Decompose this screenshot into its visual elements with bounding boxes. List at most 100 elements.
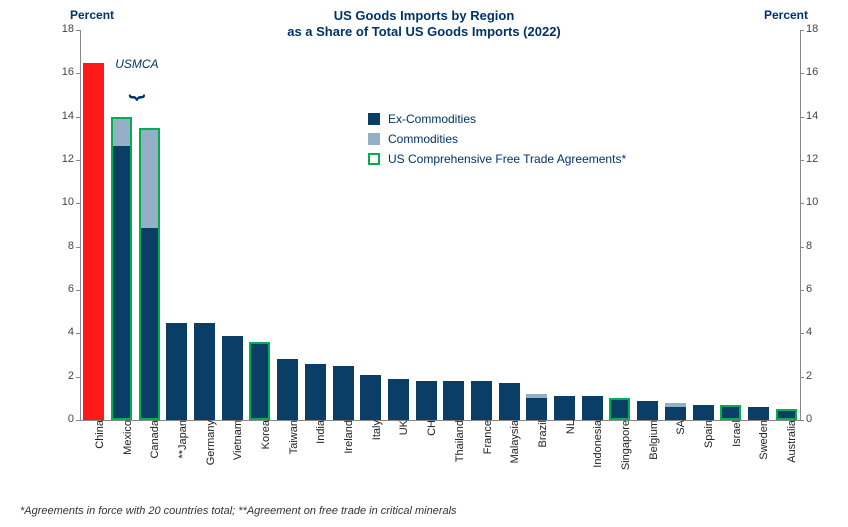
bar: [305, 364, 326, 420]
y-tick-right: 18: [806, 23, 830, 35]
x-category-label: Taiwan: [282, 420, 300, 454]
y-tick-left: 12: [50, 153, 74, 165]
bar-slot: Sweden: [745, 30, 773, 420]
bar-slot: Israel: [717, 30, 745, 420]
y-tick-left: 2: [50, 370, 74, 382]
y-tick-right: 2: [806, 370, 830, 382]
bar: [443, 381, 464, 420]
bar: [665, 403, 686, 420]
x-category-label: Brazil: [531, 420, 549, 448]
x-category-label: Sweden: [752, 420, 770, 460]
y-tick-right: 14: [806, 110, 830, 122]
chart-title-line1: US Goods Imports by Region: [334, 8, 515, 23]
legend-item: US Comprehensive Free Trade Agreements*: [368, 152, 626, 166]
bar-slot: Indonesia: [578, 30, 606, 420]
bar-segment-ex-commodities: [277, 359, 298, 420]
bar-slot: **Japan: [163, 30, 191, 420]
y-tick-left: 4: [50, 326, 74, 338]
y-tick-right: 10: [806, 196, 830, 208]
bar-segment-ex-commodities: [611, 400, 628, 418]
bar-slot: SA: [662, 30, 690, 420]
legend-swatch: [368, 113, 380, 125]
bar-slot: Brazil: [523, 30, 551, 420]
bar-slot: France: [468, 30, 496, 420]
bar-slot: India: [302, 30, 330, 420]
y-tick-right: 6: [806, 283, 830, 295]
bar-segment-ex-commodities: [113, 146, 130, 418]
x-category-label: Israel: [725, 420, 743, 447]
x-category-label: Mexico: [116, 420, 134, 455]
bar-slot: NL: [551, 30, 579, 420]
bar: [249, 342, 270, 420]
bar-slot: Australia: [772, 30, 800, 420]
bar-segment-commodities: [113, 119, 130, 147]
bar: [194, 323, 215, 421]
y-tick-left: 18: [50, 23, 74, 35]
bar: [526, 394, 547, 420]
x-category-label: Thailand: [448, 420, 466, 462]
y-tick-right: 12: [806, 153, 830, 165]
bar: [166, 323, 187, 421]
bar: [776, 409, 797, 420]
x-category-label: Malaysia: [503, 420, 521, 463]
bar-segment-ex-commodities: [141, 228, 158, 418]
bar-slot: Germany: [191, 30, 219, 420]
bar-segment-ex-commodities: [333, 366, 354, 420]
x-category-label: CH: [420, 420, 438, 436]
bar: [554, 396, 575, 420]
y-tick-left: 8: [50, 240, 74, 252]
bar-segment-ex-commodities: [722, 407, 739, 418]
bar-segment-ex-commodities: [305, 364, 326, 420]
bar-segment-ex-commodities: [748, 407, 769, 420]
x-category-label: India: [309, 420, 327, 444]
bars-group: ChinaMexicoCanada**JapanGermanyVietnamKo…: [80, 30, 800, 420]
bar: [416, 381, 437, 420]
bar-slot: UK: [385, 30, 413, 420]
y-tick-left: 16: [50, 66, 74, 78]
y-tick-right: 0: [806, 413, 830, 425]
bar-slot: Belgium: [634, 30, 662, 420]
x-category-label: **Japan: [171, 420, 189, 459]
footnote: *Agreements in force with 20 countries t…: [20, 505, 457, 517]
bar-segment-ex-commodities: [665, 407, 686, 420]
bar-segment-ex-commodities: [471, 381, 492, 420]
legend-label: Ex-Commodities: [388, 112, 476, 126]
bar-slot: Vietnam: [218, 30, 246, 420]
bar-segment-ex-commodities: [251, 344, 268, 418]
bar: [277, 359, 298, 420]
bar: [83, 63, 104, 421]
bar: [139, 128, 160, 421]
bar-slot: Korea: [246, 30, 274, 420]
x-category-label: Canada: [143, 420, 161, 459]
bar-slot: Singapore: [606, 30, 634, 420]
bar: [720, 405, 741, 420]
y-tick-right: 4: [806, 326, 830, 338]
y-tick-left: 10: [50, 196, 74, 208]
bar: [499, 383, 520, 420]
legend-item: Ex-Commodities: [368, 112, 626, 126]
bar-segment-ex-commodities: [582, 396, 603, 420]
y-tick-right: 16: [806, 66, 830, 78]
bar: [637, 401, 658, 421]
legend-label: Commodities: [388, 132, 458, 146]
bar-segment-ex-commodities: [388, 379, 409, 420]
bar: [333, 366, 354, 420]
bar: [388, 379, 409, 420]
y-tick-left: 14: [50, 110, 74, 122]
bar-segment-china: [83, 63, 104, 421]
y-tick-left: 0: [50, 413, 74, 425]
y-tick-right: 8: [806, 240, 830, 252]
bar-slot: Malaysia: [495, 30, 523, 420]
bar-slot: Taiwan: [274, 30, 302, 420]
bar-segment-ex-commodities: [416, 381, 437, 420]
bar-slot: Thailand: [440, 30, 468, 420]
bar: [111, 117, 132, 420]
bar-segment-ex-commodities: [194, 323, 215, 421]
bar: [222, 336, 243, 421]
bar-segment-ex-commodities: [778, 411, 795, 418]
bar-slot: China: [80, 30, 108, 420]
bar-segment-ex-commodities: [499, 383, 520, 420]
bar-slot: Spain: [689, 30, 717, 420]
plot-area: ChinaMexicoCanada**JapanGermanyVietnamKo…: [80, 30, 800, 421]
bar-segment-ex-commodities: [222, 336, 243, 421]
